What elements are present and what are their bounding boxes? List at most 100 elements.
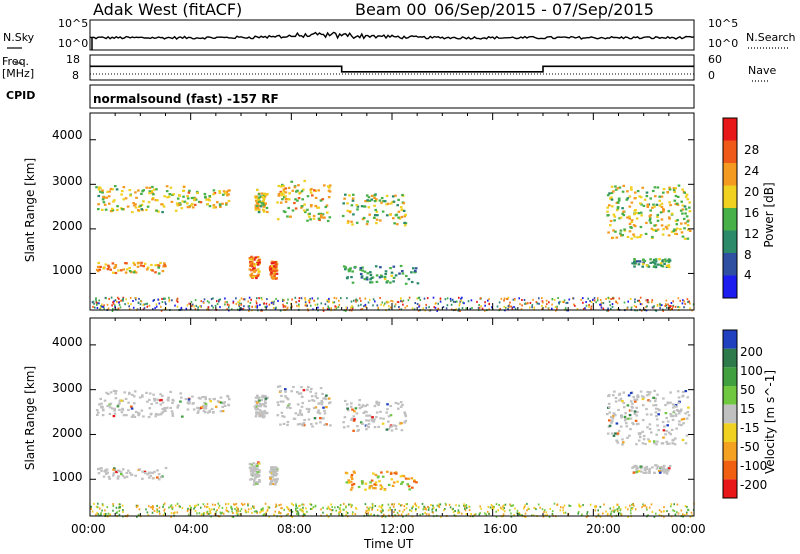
velocity-echo-cell [633,398,636,401]
power-echo-cell [155,188,158,191]
power-ground-cell [363,305,365,308]
velocity-echo-cell [116,405,120,408]
velocity-echo-cell [121,399,125,402]
power-ground-cell [194,308,197,311]
power-ground-cell [582,301,584,304]
velocity-colorbar-segment [723,404,737,424]
power-ground-cell [117,307,120,310]
power-ground-cell [689,302,691,305]
xtick-2400: 00:00 [671,522,706,536]
power-echo-cell [262,203,265,206]
power-echo-cell [681,208,685,211]
power-ground-cell [128,308,131,311]
velocity-echo-cell [255,475,258,478]
velocity-echo-cell [346,425,350,428]
velocity-ground-cell [666,510,668,513]
power-echo-cell [360,275,364,278]
power-ground-cell [659,307,661,310]
power-echo-cell [98,268,102,271]
power-ground-cell [394,303,397,306]
velocity-ground-cell [609,507,612,510]
power-echo-cell [134,203,137,206]
velocity-ground-cell [627,515,629,518]
velocity-echo-cell [350,477,354,480]
velocity-echo-cell [658,469,661,473]
velocity-echo-cell [289,406,292,410]
power-ground-cell [688,300,690,303]
velocity-ground-cell [93,502,95,505]
power-ground-cell [95,301,98,304]
velocity-echo-cell [626,436,629,439]
velocity-echo-cell [286,406,289,409]
power-echo-cell [660,218,664,221]
power-echo-cell [639,211,643,214]
velocity-ground-cell [493,505,495,508]
velocity-echo-cell [625,417,629,420]
velocity-echo-cell [668,467,671,470]
velocity-echo-cell [281,400,285,403]
velocity-ground-cell [586,511,589,514]
velocity-echo-cell [150,402,153,406]
power-echo-cell [608,204,611,207]
velocity-echo-cell [260,396,264,399]
power-echo-cell [266,210,269,214]
velocity-ground-cell [382,509,384,512]
power-ground-cell [191,305,193,308]
power-ground-cell [460,297,462,300]
velocity-ground-cell [632,503,634,506]
power-echo-cell [370,276,373,279]
velocity-echo-cell [637,422,640,425]
power-ground-cell [541,300,544,303]
power-echo-cell [636,260,639,263]
velocity-echo-cell [305,407,309,410]
velocity-ground-cell [225,506,228,509]
power-ground-cell [635,306,638,308]
power-echo-cell [673,190,676,193]
power-echo-cell [656,219,660,222]
power-ground-cell [523,299,526,301]
power-ground-cell [593,297,596,300]
power-echo-cell [642,204,646,207]
power-ground-cell [665,299,668,302]
velocity-ground-cell [411,507,413,510]
power-ground-cell [94,306,96,309]
velocity-echo-cell [649,413,653,416]
velocity-echo-cell [97,468,100,471]
power-echo-cell [610,191,614,194]
power-echo-cell [685,193,689,196]
power-echo-cell [122,268,125,271]
velocity-ground-cell [187,507,189,510]
velocity-ground-cell [479,512,481,515]
power-echo-cell [274,263,278,266]
power-echo-cell [160,203,163,206]
velocity-echo-cell [379,410,382,413]
power-ground-cell [519,303,521,306]
velocity-echo-cell [639,465,643,468]
velocity-ground-cell [268,506,271,509]
power-ground-cell [275,306,277,309]
velocity-echo-cell [387,428,390,431]
power-echo-cell [291,209,295,212]
power-echo-cell [300,206,303,209]
velocity-echo-cell [648,393,651,396]
velocity-echo-cell [290,390,293,393]
velocity-echo-cell [653,389,656,392]
velocity-echo-cell [622,441,625,444]
velocity-echo-cell [654,464,657,467]
velocity-ground-cell [457,510,460,513]
power-echo-cell [610,185,614,188]
power-ground-cell [626,307,628,310]
power-echo-cell [652,258,656,261]
power-echo-cell [163,262,166,265]
velocity-ground-cell [273,513,275,516]
power-echo-cell [351,281,355,284]
power-echo-cell [313,189,316,192]
power-ground-cell [247,300,249,303]
velocity-ground-cell [202,503,205,506]
power-colorbar-segment [723,275,737,298]
power-echo-cell [675,232,678,236]
power-echo-cell [256,255,260,259]
velocity-ground-cell [631,503,633,506]
velocity-echo-cell [121,468,125,471]
power-echo-cell [109,187,113,191]
